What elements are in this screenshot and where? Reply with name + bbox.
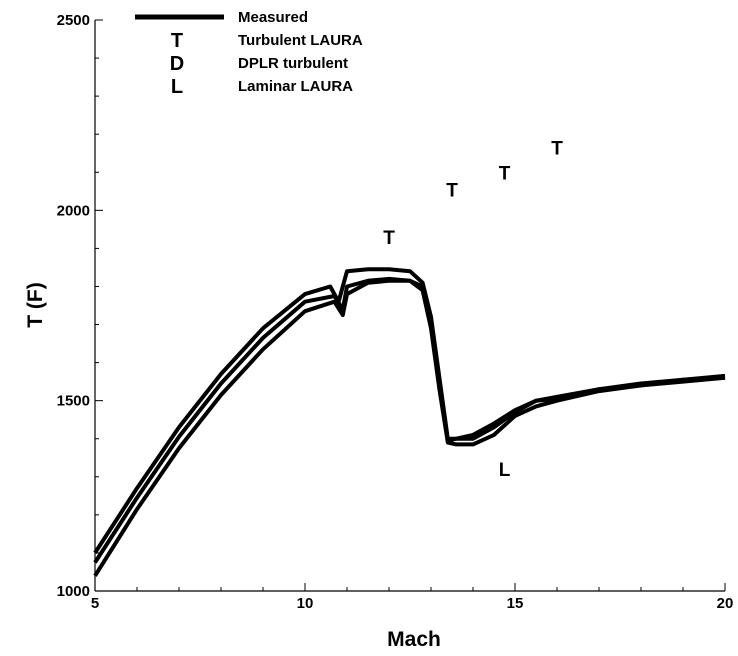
y-axis-title: T (F): [24, 282, 47, 327]
data-marker-T: T: [383, 228, 395, 249]
data-markers: T T T T L: [383, 139, 563, 482]
legend-label: Laminar LAURA: [238, 78, 353, 95]
legend-symbol: T: [171, 30, 183, 52]
x-axis: 5 10 15 20: [91, 583, 734, 612]
x-tick-label: 20: [717, 595, 734, 612]
y-tick-label: 1500: [57, 393, 90, 410]
measured-series-line: [93, 267, 726, 554]
legend-symbol: L: [171, 76, 183, 98]
data-marker-T: T: [446, 180, 458, 201]
legend-label: DPLR turbulent: [238, 55, 348, 72]
legend-label: Measured: [238, 9, 308, 26]
legend-symbol: D: [170, 53, 184, 75]
data-marker-T: T: [551, 139, 563, 160]
axes-frame: [94, 20, 725, 592]
data-series: [93, 267, 726, 577]
x-tick-label: 10: [297, 595, 314, 612]
x-axis-title: Mach: [387, 628, 441, 651]
y-tick-label: 2500: [57, 12, 90, 29]
y-axis: 1000 1500 2000 2500: [57, 12, 103, 600]
legend: Measured T Turbulent LAURA D DPLR turbulent L…: [135, 9, 363, 98]
measured-series-line: [93, 278, 726, 577]
legend-label: Turbulent LAURA: [238, 32, 363, 49]
data-marker-T: T: [499, 163, 511, 184]
data-marker-L: L: [499, 460, 511, 481]
x-tick-label: 5: [91, 595, 99, 612]
x-tick-label: 15: [507, 595, 524, 612]
y-tick-label: 2000: [57, 202, 90, 219]
y-tick-label: 1000: [57, 583, 90, 600]
measured-series-line: [93, 276, 726, 564]
